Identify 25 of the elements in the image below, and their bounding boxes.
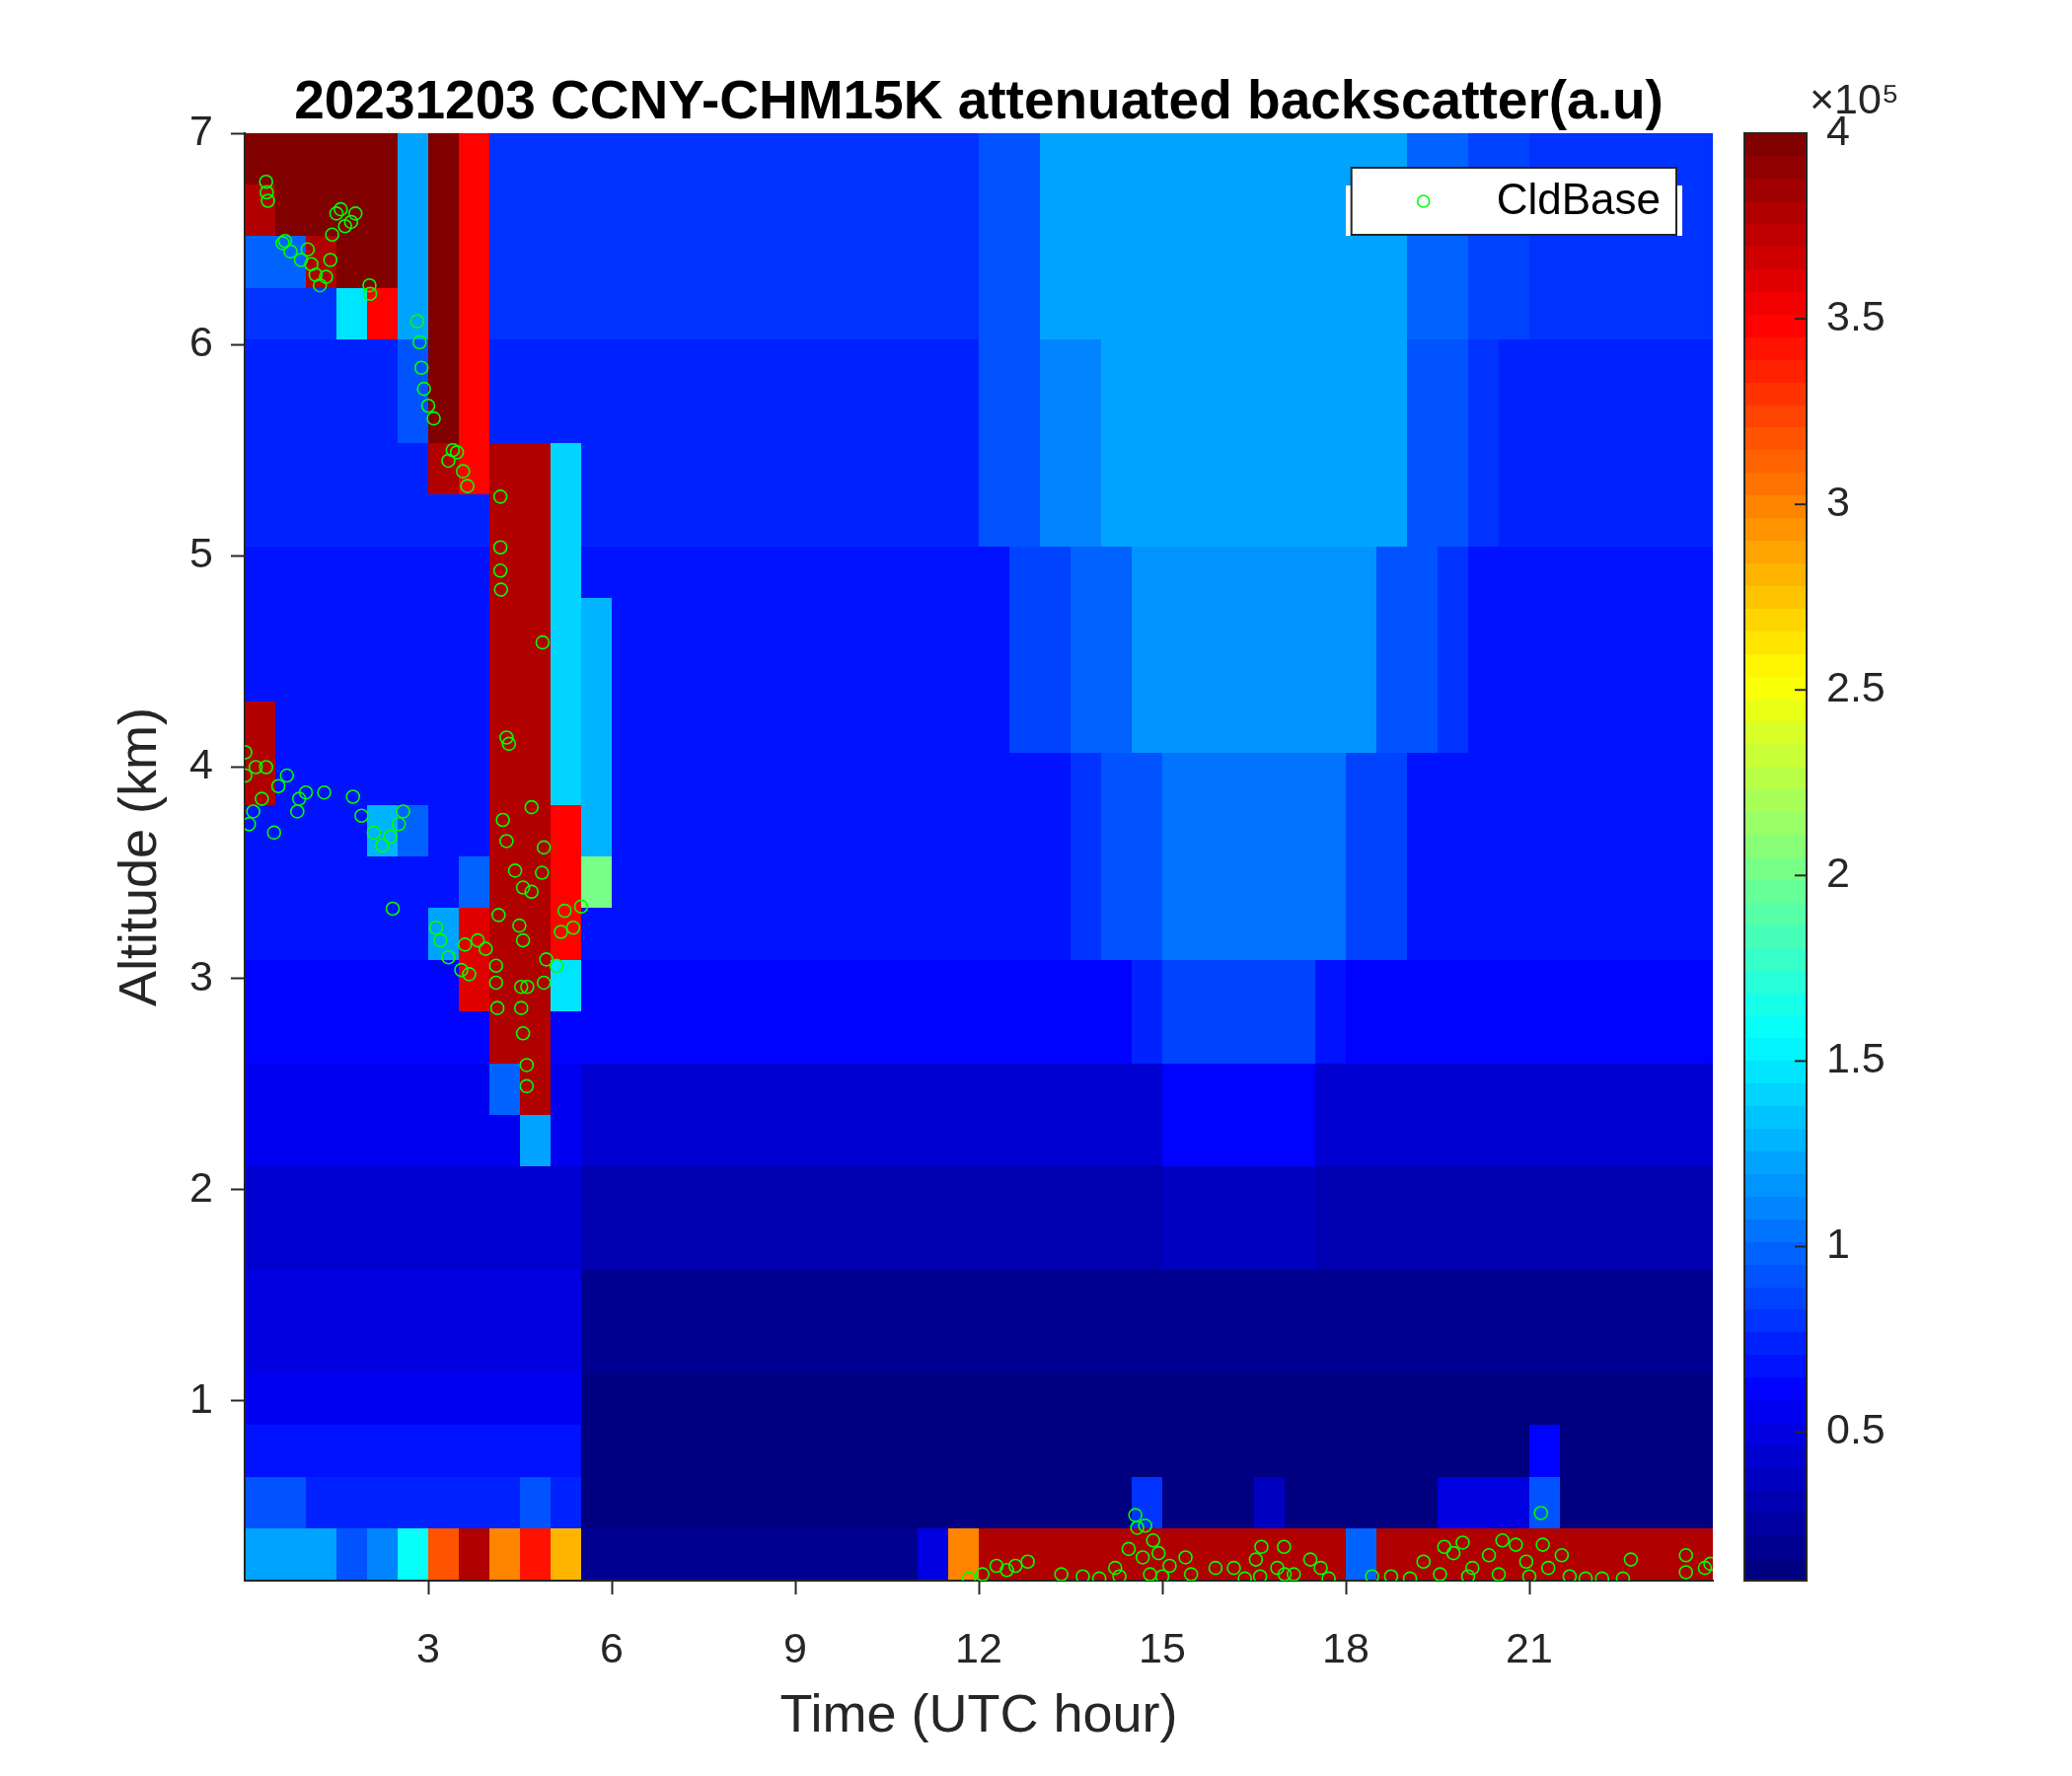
- x-tick-label: 15: [1139, 1623, 1186, 1671]
- color-bar-label: 2: [1826, 849, 1850, 897]
- color-bar-label: 0.5: [1826, 1405, 1886, 1453]
- y-tick-label: 3: [189, 951, 213, 999]
- y-tick-label: 7: [189, 106, 213, 154]
- color-bar-label: 1.5: [1826, 1034, 1886, 1082]
- y-tick-label: 5: [189, 529, 213, 577]
- x-tick-label: 3: [416, 1623, 440, 1671]
- y-tick-label: 4: [189, 740, 213, 788]
- y-tick-label: 6: [189, 318, 213, 366]
- x-tick-label: 18: [1322, 1623, 1369, 1671]
- y-tick-label: 2: [189, 1162, 213, 1211]
- y-tick-label: 1: [189, 1373, 213, 1422]
- y-axis-title: Altitude (km): [107, 706, 167, 1007]
- x-tick-label: 6: [600, 1623, 624, 1671]
- x-tick-label: 21: [1506, 1623, 1553, 1671]
- x-axis-title: Time (UTC hour): [779, 1682, 1178, 1742]
- color-bar-label: 2.5: [1826, 663, 1886, 711]
- x-tick-label: 9: [783, 1623, 807, 1671]
- color-bar-label: 1: [1826, 1220, 1850, 1268]
- legend-label: CldBase: [1496, 175, 1661, 224]
- color-bar-label: 3: [1826, 478, 1850, 526]
- color-bar-label: 3.5: [1826, 291, 1886, 339]
- chart-title: 20231203 CCNY-CHM15K attenuated backscatter(a.u): [294, 69, 1664, 130]
- x-tick-label: 12: [955, 1623, 1002, 1671]
